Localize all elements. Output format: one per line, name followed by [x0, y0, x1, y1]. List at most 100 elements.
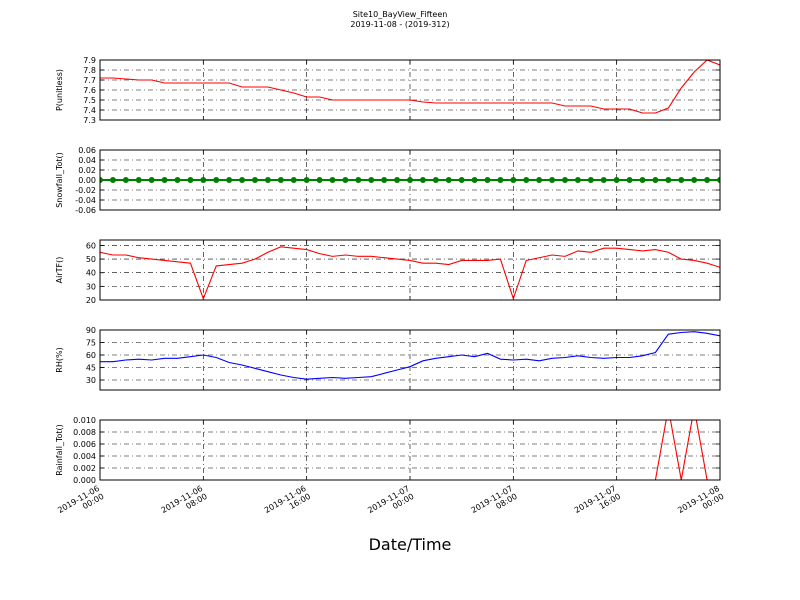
data-point [717, 177, 720, 183]
y-tick-label: 40 [86, 269, 96, 278]
y-tick-label: 50 [86, 255, 96, 264]
data-point [484, 177, 491, 183]
y-tick-label: 0.010 [73, 416, 96, 425]
data-point [562, 177, 568, 183]
data-point [678, 177, 685, 183]
y-tick-label: 0.00 [78, 176, 96, 185]
plot-area [100, 60, 720, 114]
y-tick-label: 60 [86, 351, 96, 360]
data-point [122, 177, 129, 183]
y-tick-label: 7.8 [83, 66, 96, 75]
chart-subtitle: 2019-11-08 - (2019-312) [350, 20, 449, 29]
axes-frame [99, 59, 721, 121]
y-tick-label: 0.02 [78, 166, 96, 175]
data-point [691, 177, 698, 183]
y-tick-label: 0.04 [78, 156, 96, 165]
y-axis-label: AirTF() [55, 257, 64, 284]
data-point [226, 177, 233, 183]
data-point [355, 177, 362, 183]
data-point [187, 177, 194, 183]
data-point [213, 177, 220, 183]
y-tick-label: 0.002 [73, 464, 96, 473]
data-point [161, 177, 168, 183]
y-tick-label: 7.3 [83, 116, 96, 125]
data-point [316, 177, 323, 183]
y-tick-label: 0.008 [73, 428, 96, 437]
y-tick-label: -0.02 [75, 186, 96, 195]
y-axis-label: P(unitless) [55, 69, 64, 111]
data-point [100, 177, 103, 183]
data-point [329, 177, 336, 183]
y-axis-label: Snowfall_Tot() [55, 152, 64, 208]
y-tick-label: 7.4 [83, 106, 96, 115]
data-point [394, 177, 401, 183]
y-tick-label: 7.5 [83, 96, 96, 105]
y-tick-label: 90 [86, 326, 96, 335]
y-tick-label: 7.6 [83, 86, 96, 95]
data-point [407, 177, 413, 183]
data-point [574, 177, 581, 183]
y-tick-label: -0.06 [75, 206, 96, 215]
data-line [100, 246, 720, 300]
data-point [510, 177, 517, 183]
y-tick-label: 0.006 [73, 440, 96, 449]
data-point [264, 177, 271, 183]
y-axis-label: Rainfall_Tot() [55, 424, 64, 476]
data-point [613, 177, 620, 183]
data-point [174, 177, 181, 183]
y-tick-label: 7.9 [83, 56, 96, 65]
plot-area [100, 177, 720, 183]
data-point [277, 177, 284, 183]
data-point [549, 177, 556, 183]
data-point [652, 177, 659, 183]
data-point [381, 177, 388, 183]
y-tick-label: 30 [86, 282, 96, 291]
chart-title: Site10_BayView_Fifteen [353, 10, 448, 19]
data-point [665, 177, 672, 183]
data-line [100, 331, 720, 380]
y-axis-label: RH(%) [55, 347, 64, 372]
plot-area [100, 246, 720, 300]
data-point [419, 177, 426, 183]
y-tick-label: 0.000 [73, 476, 96, 485]
data-point [303, 177, 310, 183]
axes-frame [99, 419, 721, 481]
data-point [536, 177, 543, 183]
data-point [109, 177, 116, 183]
data-point [445, 177, 452, 183]
y-tick-label: 7.7 [83, 76, 96, 85]
data-point [704, 177, 711, 183]
data-point [252, 177, 258, 183]
data-point [626, 177, 633, 183]
y-tick-label: 45 [86, 364, 96, 373]
data-line [100, 60, 720, 114]
axes-frame [99, 149, 721, 211]
y-tick-label: 0.004 [73, 452, 96, 461]
data-point [432, 177, 439, 183]
data-point [458, 177, 465, 183]
data-point [290, 177, 297, 183]
data-point [587, 177, 594, 183]
data-point [148, 177, 155, 183]
y-tick-label: -0.04 [75, 196, 96, 205]
data-point [135, 177, 142, 183]
data-point [342, 177, 349, 183]
axes-frame [99, 239, 721, 301]
y-tick-label: 75 [86, 339, 96, 348]
data-point [200, 177, 207, 183]
x-axis-label: Date/Time [369, 535, 452, 554]
axes-frame [99, 329, 721, 391]
data-point [497, 177, 504, 183]
plot-area [100, 331, 720, 380]
data-point [368, 177, 375, 183]
data-point [239, 177, 246, 183]
data-point [471, 177, 478, 183]
data-point [639, 177, 646, 183]
data-point [600, 177, 607, 183]
y-tick-label: 0.06 [78, 146, 96, 155]
y-tick-label: 20 [86, 296, 96, 305]
data-point [523, 177, 530, 183]
y-tick-label: 30 [86, 376, 96, 385]
